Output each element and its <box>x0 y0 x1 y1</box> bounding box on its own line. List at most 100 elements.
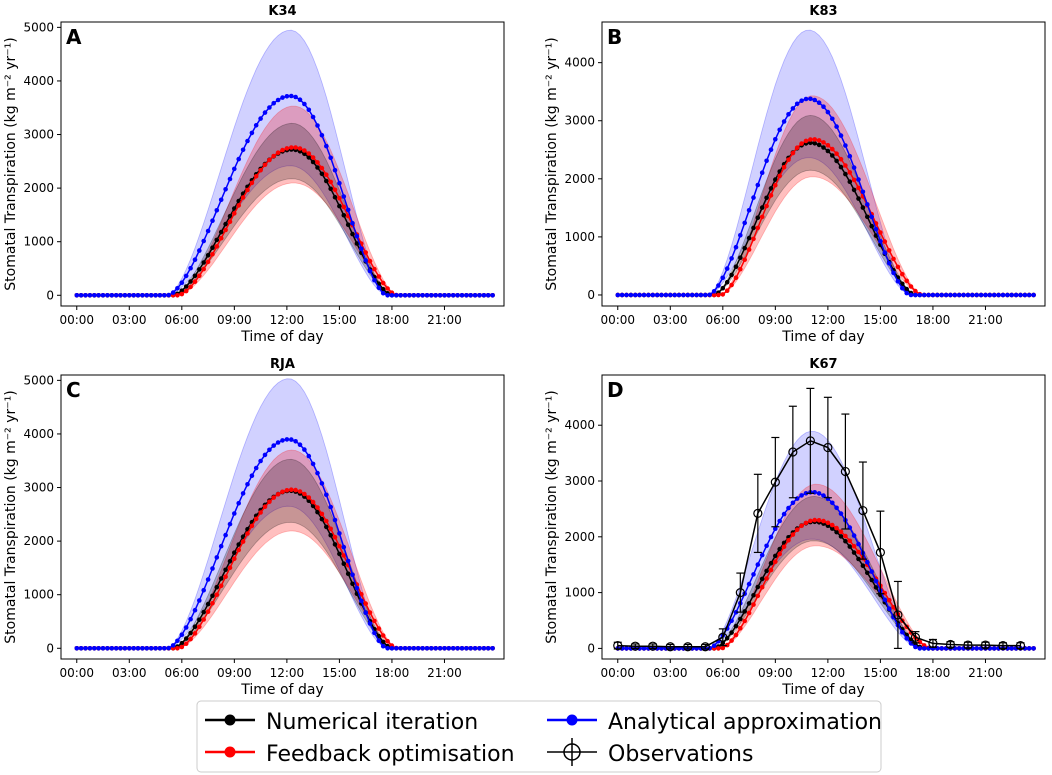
point-analytical <box>131 646 136 651</box>
panel-letter: B <box>607 25 622 49</box>
point-analytical <box>78 646 84 651</box>
point-analytical <box>1013 292 1019 298</box>
point-analytical <box>148 293 154 298</box>
point-analytical <box>420 293 425 298</box>
point-feedback <box>297 489 303 494</box>
point-analytical <box>790 106 796 111</box>
y-tick-label: 1000 <box>23 235 54 249</box>
point-feedback <box>821 518 826 524</box>
point-analytical <box>450 646 456 651</box>
point-analytical <box>236 156 241 162</box>
point-analytical <box>481 646 487 651</box>
observation-point <box>858 505 868 516</box>
point-feedback <box>900 271 905 277</box>
point-analytical <box>1026 292 1032 298</box>
legend-entry-observations: Observations <box>547 738 753 767</box>
point-feedback <box>302 491 307 497</box>
point-analytical <box>830 116 835 122</box>
point-feedback <box>201 617 206 622</box>
point-analytical <box>267 447 272 453</box>
point-analytical <box>398 646 404 651</box>
point-feedback <box>223 227 228 233</box>
point-analytical <box>214 208 220 213</box>
point-numerical <box>843 538 848 544</box>
point-numerical <box>210 245 215 250</box>
point-analytical <box>442 293 447 298</box>
point-feedback <box>267 157 272 163</box>
point-numerical <box>337 203 342 209</box>
panel-letter: A <box>66 25 82 49</box>
point-analytical <box>904 290 909 296</box>
point-analytical <box>450 293 456 298</box>
point-analytical <box>446 293 452 298</box>
point-feedback <box>319 511 325 517</box>
point-feedback <box>197 624 202 630</box>
point-numerical <box>183 284 189 289</box>
point-analytical <box>663 292 669 298</box>
plot-area <box>74 378 495 651</box>
point-numerical <box>738 616 743 622</box>
point-analytical <box>746 208 752 213</box>
point-numerical <box>337 551 342 557</box>
point-feedback <box>895 264 901 270</box>
point-feedback <box>289 487 294 493</box>
point-analytical <box>201 587 206 593</box>
point-feedback <box>249 180 255 186</box>
point-numerical <box>729 630 734 635</box>
point-analytical <box>240 147 246 153</box>
point-feedback <box>786 157 791 162</box>
point-analytical <box>865 202 870 207</box>
point-analytical <box>227 176 233 182</box>
point-analytical <box>267 105 272 110</box>
point-analytical <box>930 292 936 298</box>
legend-label-observations: Observations <box>608 742 753 767</box>
x-tick-label: 12:00 <box>270 666 305 680</box>
x-axis-label: Time of day <box>240 329 323 345</box>
observation-point <box>893 610 903 620</box>
point-analytical <box>904 636 909 641</box>
y-axis-label: Stomatal Transpiration (kg m⁻² yr⁻¹) <box>3 390 19 643</box>
y-tick-label: 5000 <box>23 20 54 34</box>
point-analytical <box>83 646 88 651</box>
observation-point <box>805 436 815 446</box>
point-analytical <box>816 491 822 496</box>
point-analytical <box>258 116 263 121</box>
legend-entry-analytical: Analytical approximation <box>547 710 882 735</box>
point-feedback <box>232 556 237 562</box>
point-feedback <box>755 593 761 599</box>
point-numerical <box>319 171 325 177</box>
point-numerical <box>746 235 752 241</box>
point-feedback <box>768 193 774 198</box>
point-analytical <box>245 482 250 487</box>
point-feedback <box>777 551 782 557</box>
point-analytical <box>275 97 281 103</box>
point-feedback <box>319 165 325 171</box>
point-feedback <box>838 156 844 162</box>
y-tick-label: 3000 <box>23 128 54 142</box>
point-feedback <box>908 284 914 289</box>
point-analytical <box>724 266 730 271</box>
point-analytical <box>394 646 399 651</box>
point-analytical <box>838 133 844 138</box>
point-feedback <box>372 618 377 624</box>
point-numerical <box>345 222 351 227</box>
point-analytical <box>1018 292 1023 298</box>
point-analytical <box>341 544 347 550</box>
point-feedback <box>843 163 848 168</box>
panel-d: 0 1000 2000 3000 4000 00:00 03:00 06:00 09:00 12:… <box>544 357 1046 698</box>
band-feedback <box>617 483 1034 649</box>
y-tick-label: 3000 <box>23 481 54 495</box>
point-analytical <box>319 481 325 486</box>
point-analytical <box>786 112 791 117</box>
point-numerical <box>341 213 347 218</box>
point-analytical <box>808 96 813 102</box>
point-analytical <box>324 143 329 149</box>
point-feedback <box>262 504 268 510</box>
point-numerical <box>865 214 870 220</box>
point-analytical <box>970 292 975 298</box>
point-feedback <box>764 203 769 209</box>
point-analytical <box>641 646 647 651</box>
point-feedback <box>341 553 347 558</box>
point-analytical <box>328 504 334 510</box>
point-analytical <box>676 292 682 298</box>
